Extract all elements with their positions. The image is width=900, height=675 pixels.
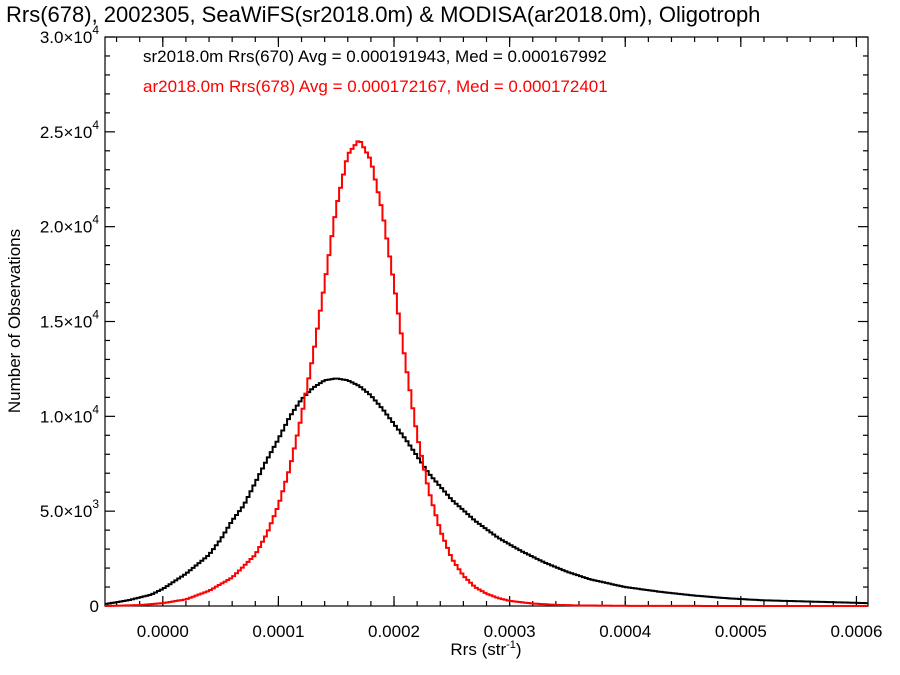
x-axis-title-superscript: -1	[506, 639, 516, 651]
legend-entry-ar2018: ar2018.0m Rrs(678) Avg = 0.000172167, Me…	[143, 77, 608, 96]
x-tick-label: 0.0006	[830, 622, 882, 641]
series-line-ar2018-rrs678	[105, 140, 868, 607]
y-tick-label: 1.5×104	[40, 308, 99, 332]
y-tick-label: 5.0×103	[40, 497, 99, 521]
y-tick-label: 2.5×104	[40, 118, 99, 142]
y-tick-label: 3.0×104	[40, 23, 99, 47]
x-tick-label: 0.0002	[368, 622, 420, 641]
x-axis-title: Rrs (str-1)	[450, 639, 521, 659]
chart-title: Rrs(678), 2002305, SeaWiFS(sr2018.0m) & …	[6, 2, 760, 27]
y-tick-label: 0	[90, 597, 99, 616]
plot-frame	[104, 36, 869, 607]
x-tick-label: 0.0003	[484, 622, 536, 641]
x-tick-label: 0.0001	[252, 622, 304, 641]
x-tick-label: 0.0005	[715, 622, 767, 641]
x-tick-label: 0.0000	[137, 622, 189, 641]
x-axis-title-base: Rrs (str	[450, 640, 506, 659]
y-tick-label: 1.0×104	[40, 402, 99, 426]
x-tick-label: 0.0004	[599, 622, 651, 641]
y-tick-label: 2.0×104	[40, 213, 99, 237]
y-axis-title: Number of Observations	[5, 229, 24, 413]
x-axis-title-end: )	[516, 640, 522, 659]
series-line-sr2018-rrs670	[105, 377, 868, 605]
legend-entry-sr2018: sr2018.0m Rrs(670) Avg = 0.000191943, Me…	[143, 47, 607, 66]
y-axis-ticks: 0 5.0×103 1.0×104 1.5×104 2.0×104 2.5×104 3.0×…	[40, 23, 868, 616]
x-axis-ticks: 0.0000 0.0001 0.0002 0.0003 0.0004 0.0005 0.00…	[115, 37, 882, 641]
